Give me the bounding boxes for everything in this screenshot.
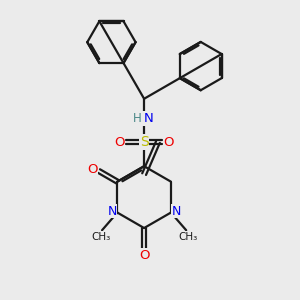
- Text: O: O: [139, 249, 149, 262]
- Text: CH₃: CH₃: [91, 232, 110, 242]
- Text: N: N: [172, 205, 181, 218]
- Text: O: O: [164, 136, 174, 148]
- Text: S: S: [140, 135, 148, 149]
- Text: O: O: [114, 136, 124, 148]
- Text: O: O: [87, 163, 98, 176]
- Text: H: H: [133, 112, 142, 125]
- Text: CH₃: CH₃: [178, 232, 197, 242]
- Text: N: N: [144, 112, 153, 125]
- Text: N: N: [107, 205, 117, 218]
